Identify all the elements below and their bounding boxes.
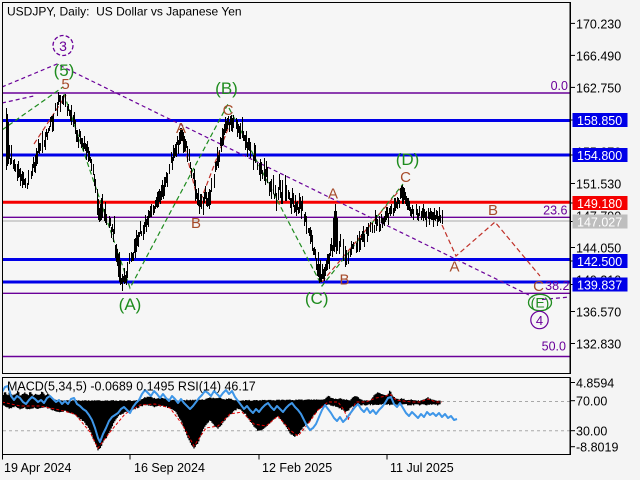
svg-text:170.230: 170.230 bbox=[576, 17, 621, 31]
svg-text:144.050: 144.050 bbox=[576, 242, 621, 256]
svg-text:MACD(5,34,5) -0.0689 0.1495 RS: MACD(5,34,5) -0.0689 0.1495 RSI(14) 46.1… bbox=[7, 380, 256, 394]
svg-text:149.180: 149.180 bbox=[577, 197, 622, 211]
svg-text:4: 4 bbox=[536, 313, 543, 328]
svg-text:154.800: 154.800 bbox=[577, 149, 622, 163]
svg-text:-8.8019: -8.8019 bbox=[576, 441, 618, 455]
svg-text:166.490: 166.490 bbox=[576, 49, 621, 63]
svg-text:(A): (A) bbox=[119, 295, 142, 314]
svg-text:USDJPY, Daily: US Dollar vs J: USDJPY, Daily: US Dollar vs Japanese Yen bbox=[7, 5, 242, 19]
svg-text:A: A bbox=[328, 186, 338, 203]
svg-text:C: C bbox=[400, 169, 411, 186]
svg-text:5: 5 bbox=[61, 76, 69, 93]
svg-text:(C): (C) bbox=[305, 289, 329, 308]
svg-text:139.837: 139.837 bbox=[577, 279, 622, 293]
svg-text:136.570: 136.570 bbox=[576, 306, 621, 320]
svg-text:19 Apr 2024: 19 Apr 2024 bbox=[4, 461, 71, 475]
svg-text:B: B bbox=[191, 215, 201, 232]
svg-text:3: 3 bbox=[59, 38, 67, 54]
svg-text:142.500: 142.500 bbox=[577, 255, 622, 269]
svg-text:(B): (B) bbox=[215, 79, 238, 98]
svg-text:B: B bbox=[339, 272, 349, 289]
svg-text:4.8594: 4.8594 bbox=[576, 377, 614, 391]
svg-text:(D): (D) bbox=[396, 150, 420, 169]
svg-text:162.750: 162.750 bbox=[576, 81, 621, 95]
svg-text:(E): (E) bbox=[531, 295, 550, 311]
svg-text:C: C bbox=[223, 102, 234, 119]
svg-text:50.0: 50.0 bbox=[542, 340, 566, 354]
svg-text:151.530: 151.530 bbox=[576, 178, 621, 192]
svg-text:C: C bbox=[533, 278, 544, 295]
svg-text:132.830: 132.830 bbox=[576, 338, 621, 352]
svg-text:16 Sep 2024: 16 Sep 2024 bbox=[134, 461, 205, 475]
svg-text:B: B bbox=[488, 202, 498, 219]
svg-text:158.850: 158.850 bbox=[577, 114, 622, 128]
svg-text:11 Jul 2025: 11 Jul 2025 bbox=[390, 461, 454, 475]
svg-text:A: A bbox=[176, 120, 186, 137]
svg-text:70.00: 70.00 bbox=[576, 395, 607, 409]
svg-text:12 Feb 2025: 12 Feb 2025 bbox=[262, 461, 332, 475]
svg-text:147.027: 147.027 bbox=[577, 216, 622, 230]
svg-text:A: A bbox=[449, 259, 459, 276]
svg-text:0.0: 0.0 bbox=[551, 79, 568, 93]
svg-text:(5): (5) bbox=[54, 61, 75, 80]
svg-text:23.6: 23.6 bbox=[543, 203, 567, 217]
svg-text:38.2: 38.2 bbox=[545, 279, 569, 293]
svg-text:30.00: 30.00 bbox=[576, 425, 607, 439]
